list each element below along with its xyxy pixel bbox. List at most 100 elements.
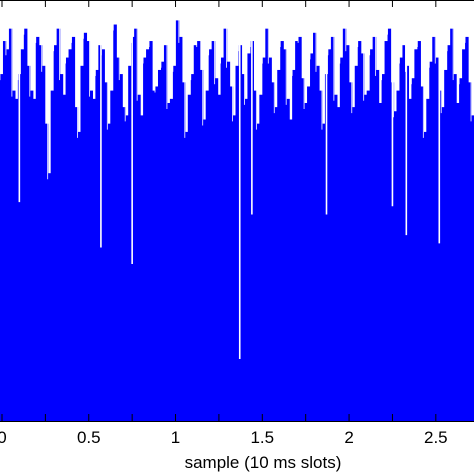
bar — [333, 94, 338, 421]
bar — [214, 78, 219, 422]
bar — [92, 98, 96, 422]
bar — [444, 69, 448, 421]
bar — [217, 94, 222, 421]
bar — [357, 41, 362, 421]
bar — [387, 28, 392, 422]
bar — [17, 74, 22, 421]
bar — [381, 74, 386, 421]
bar — [50, 90, 55, 421]
bar — [68, 49, 73, 422]
x-tick-label: 0 — [0, 428, 7, 447]
x-tick-label: 1 — [171, 428, 180, 447]
bar — [11, 90, 16, 421]
bar — [149, 41, 153, 421]
bar — [20, 49, 25, 422]
bar — [339, 57, 344, 422]
bar — [244, 98, 249, 422]
bar — [229, 86, 234, 421]
bar — [372, 36, 377, 421]
bar — [336, 107, 341, 422]
bar — [208, 49, 213, 422]
bar — [157, 69, 162, 421]
bar — [414, 49, 418, 422]
bar — [235, 65, 240, 421]
bar — [146, 49, 150, 422]
bar — [32, 98, 37, 422]
bar — [0, 74, 4, 421]
bar — [202, 119, 207, 421]
bar — [289, 119, 293, 421]
bar — [396, 90, 401, 421]
bar — [375, 69, 380, 421]
bar — [59, 74, 64, 421]
bar — [89, 90, 93, 421]
bar — [262, 57, 266, 422]
bar — [5, 49, 10, 422]
bar — [187, 94, 192, 421]
bar — [360, 53, 365, 422]
bar — [226, 61, 231, 421]
bar — [265, 28, 269, 422]
bar — [122, 107, 126, 422]
bar — [169, 98, 174, 422]
bar — [83, 32, 88, 421]
bar — [253, 90, 257, 421]
bar — [152, 90, 156, 421]
bar — [295, 41, 299, 421]
bar — [292, 69, 296, 421]
bar — [450, 28, 454, 422]
bar — [315, 65, 320, 421]
bar — [447, 45, 451, 422]
bar — [196, 41, 201, 421]
bar — [423, 131, 427, 421]
bar — [402, 45, 407, 422]
bar — [271, 82, 275, 421]
bar — [104, 82, 108, 421]
bar — [166, 102, 171, 422]
bar — [71, 36, 76, 421]
bar — [77, 131, 82, 421]
bar — [41, 65, 46, 421]
bar — [232, 115, 237, 421]
bar — [172, 65, 177, 421]
bar — [143, 57, 147, 422]
bar — [199, 69, 204, 421]
bar — [438, 90, 442, 421]
bar — [35, 36, 40, 421]
bar — [304, 102, 308, 422]
bar — [342, 28, 347, 422]
bar — [286, 98, 290, 422]
bar — [220, 57, 225, 422]
bar — [453, 74, 457, 421]
bar — [256, 123, 260, 421]
bar — [101, 49, 105, 422]
bar — [241, 74, 246, 421]
x-tick-label: 2.5 — [424, 428, 448, 447]
bar — [378, 102, 383, 422]
bar — [435, 57, 439, 422]
bar — [137, 94, 141, 421]
x-tick-label: 1.5 — [250, 428, 274, 447]
bar — [441, 107, 445, 422]
bar — [354, 65, 359, 421]
bar — [298, 36, 302, 421]
bar — [456, 102, 460, 422]
bar — [53, 45, 58, 422]
bar — [223, 28, 228, 422]
bar — [411, 78, 415, 422]
bar — [259, 94, 263, 421]
bar — [8, 28, 13, 422]
bar — [283, 49, 287, 422]
bar — [65, 57, 70, 422]
bar — [471, 115, 474, 421]
bar — [321, 123, 326, 421]
bar — [426, 98, 430, 422]
bar — [313, 32, 317, 421]
bar — [420, 86, 424, 421]
bar — [110, 90, 114, 421]
bar — [310, 53, 314, 422]
bar — [384, 41, 389, 421]
bar — [107, 123, 111, 421]
bar — [95, 69, 99, 421]
bar — [184, 131, 189, 421]
